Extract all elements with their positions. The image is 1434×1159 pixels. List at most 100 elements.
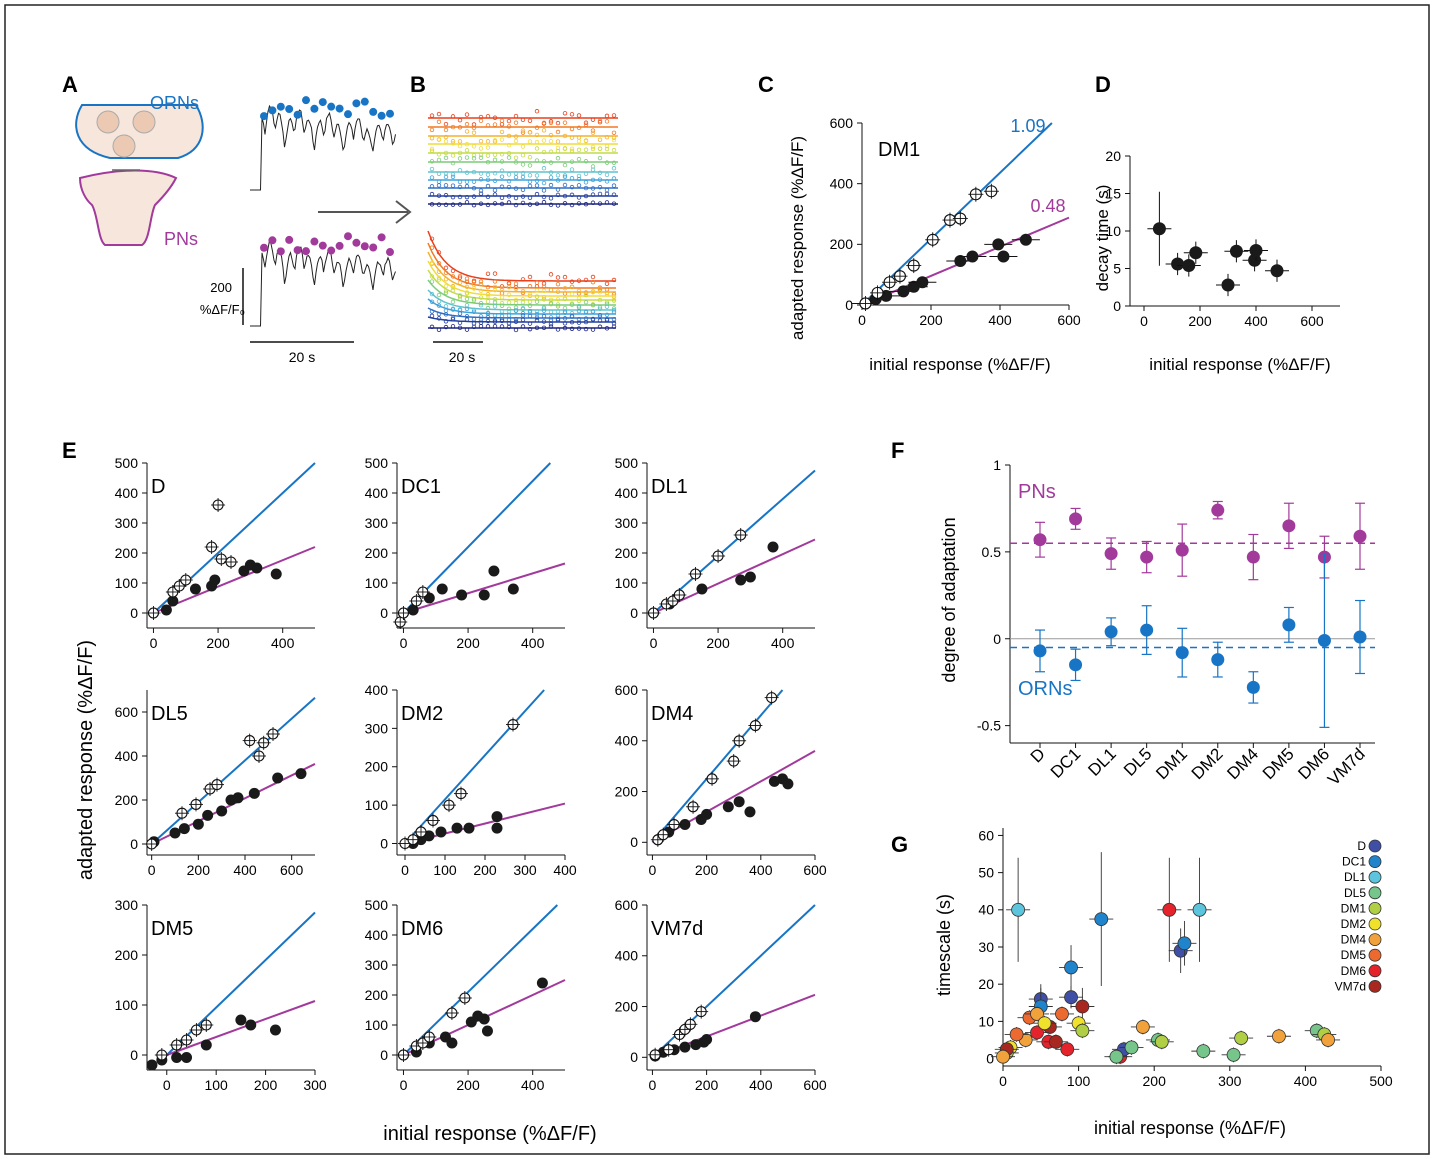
data-point (534, 191, 540, 197)
y-tick-label: 0 (630, 1049, 638, 1065)
pn-fit-line (653, 538, 816, 614)
data-point (443, 270, 449, 276)
x-tick-label: 200 (695, 1077, 719, 1093)
pn-point (954, 255, 967, 268)
data-point (485, 324, 491, 329)
x-tick-label: 400 (771, 635, 795, 651)
data-point (429, 236, 435, 241)
data-point (597, 318, 603, 323)
x-tick-label: 0 (649, 1077, 657, 1093)
data-point (506, 324, 512, 330)
data-point (436, 157, 442, 163)
data-point (548, 175, 554, 180)
data-point (499, 201, 505, 207)
data-point (471, 202, 477, 208)
g-point (1030, 1025, 1044, 1040)
pn-point (178, 823, 190, 835)
d-ylabel: decay time (s) (1093, 185, 1112, 292)
data-point (436, 327, 442, 333)
data-point (492, 304, 498, 309)
data-point (541, 199, 547, 205)
panel-letter-c: C (758, 72, 774, 97)
data-point (555, 281, 561, 287)
data-point (555, 120, 561, 126)
y-tick-label: 0 (630, 605, 638, 621)
pn-point (536, 977, 548, 989)
data-point (457, 311, 463, 316)
data-point (464, 155, 470, 160)
orn-fit-line (150, 696, 316, 845)
pn-point (463, 822, 475, 834)
legend-label: D (1357, 839, 1366, 853)
pn-point (744, 571, 756, 583)
d-point (1171, 257, 1185, 271)
f-point (1282, 519, 1296, 533)
data-point (590, 128, 596, 133)
y-tick-label: 200 (115, 947, 139, 963)
orn-trace (250, 96, 396, 191)
data-point (443, 134, 449, 140)
x-tick-label: 200 (695, 862, 719, 878)
data-point (548, 196, 554, 201)
x-tick-label: 600 (1300, 313, 1324, 329)
data-point (611, 147, 617, 153)
data-point (478, 155, 484, 160)
y-tick-label: -0.5 (977, 718, 1001, 734)
data-point (562, 182, 568, 188)
pn-point (446, 1037, 458, 1049)
data-point (576, 176, 582, 182)
y-tick-label: 200 (365, 759, 389, 775)
data-point (541, 319, 547, 324)
legend-label: VM7d (1335, 979, 1366, 993)
y-tick-label: 200 (365, 987, 389, 1003)
data-point (604, 326, 610, 331)
data-point (576, 113, 582, 118)
g-point (1055, 1007, 1069, 1021)
data-point (443, 290, 449, 296)
pn-point (782, 778, 794, 790)
data-point (506, 280, 512, 286)
y-tick-label: 0 (130, 836, 138, 852)
peak-marker (318, 241, 327, 250)
pn-point (189, 583, 201, 595)
data-point (485, 271, 491, 276)
x-tick-label: 200 (1143, 1073, 1167, 1089)
data-point (485, 172, 491, 177)
data-point (597, 120, 603, 125)
data-point (541, 281, 547, 286)
chart-d: 0 200 400 600 0 5 10 15 20 initial response (%ΔF/… (1093, 148, 1340, 374)
orn-slope-label: 1.09 (1010, 116, 1045, 136)
f-point (1104, 625, 1118, 639)
pn-point (507, 583, 519, 595)
x-tick-label: 300 (1218, 1073, 1242, 1089)
f-point (1211, 653, 1225, 667)
pn-point (679, 1041, 691, 1053)
data-point (429, 184, 435, 189)
e-subplot-dm4: 0 200 400 600 0 200 400 600 DM4 (615, 682, 827, 878)
f-point (1246, 550, 1260, 564)
data-point (604, 292, 610, 297)
data-point (583, 299, 589, 305)
data-point (604, 290, 610, 296)
y-tick-label: 0 (845, 297, 853, 313)
data-point (513, 281, 519, 287)
data-point (520, 153, 526, 158)
pn-point (251, 562, 263, 574)
data-point (450, 124, 456, 130)
e-subplot-title: DM4 (651, 703, 693, 725)
pn-point (295, 768, 307, 780)
data-point (527, 173, 533, 178)
data-point (562, 193, 568, 199)
data-point (576, 303, 582, 309)
peak-marker (302, 96, 310, 105)
data-point (429, 166, 435, 172)
data-point (534, 178, 540, 183)
data-point (436, 292, 442, 298)
data-point (478, 191, 484, 196)
data-point (604, 160, 610, 165)
f-point (1140, 550, 1154, 564)
data-point (499, 318, 505, 324)
data-point (492, 171, 498, 176)
data-point (478, 201, 484, 206)
f-point (1282, 618, 1296, 632)
